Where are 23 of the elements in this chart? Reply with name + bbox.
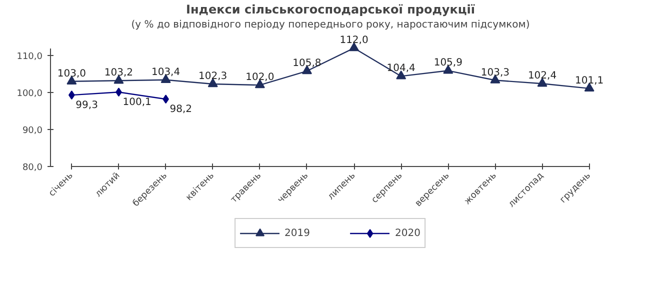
data-label: 100,1 [122,97,152,108]
data-label: 112,0 [340,35,368,46]
data-label: 102,0 [246,72,274,84]
y-tick-label: 100,0 [16,88,43,99]
data-label: 98,2 [170,104,192,116]
y-tick-label: 110,0 [16,52,43,62]
data-label: 103,4 [151,66,180,78]
data-label: 99,3 [76,100,98,112]
data-label: 105,8 [292,58,322,70]
data-label: 102,4 [528,70,557,82]
y-tick-label: 90,0 [22,126,43,136]
data-label: 105,9 [434,58,462,69]
data-label: 101,1 [575,75,604,86]
data-label: 103,2 [104,68,134,79]
chart-subtitle: (у % до відповідного періоду попереднього року, наростаючим підсумком) [131,20,530,30]
chart-title: Індекси сільськогосподарської продукції [186,2,475,16]
data-label: 103,3 [480,67,510,78]
data-label: 103,0 [57,68,86,80]
data-label: 104,4 [386,63,416,74]
legend-label: 2019 [284,228,310,238]
legend-label: 2020 [395,228,420,238]
data-label: 102,3 [198,70,228,82]
y-tick-label: 80,0 [22,163,43,173]
